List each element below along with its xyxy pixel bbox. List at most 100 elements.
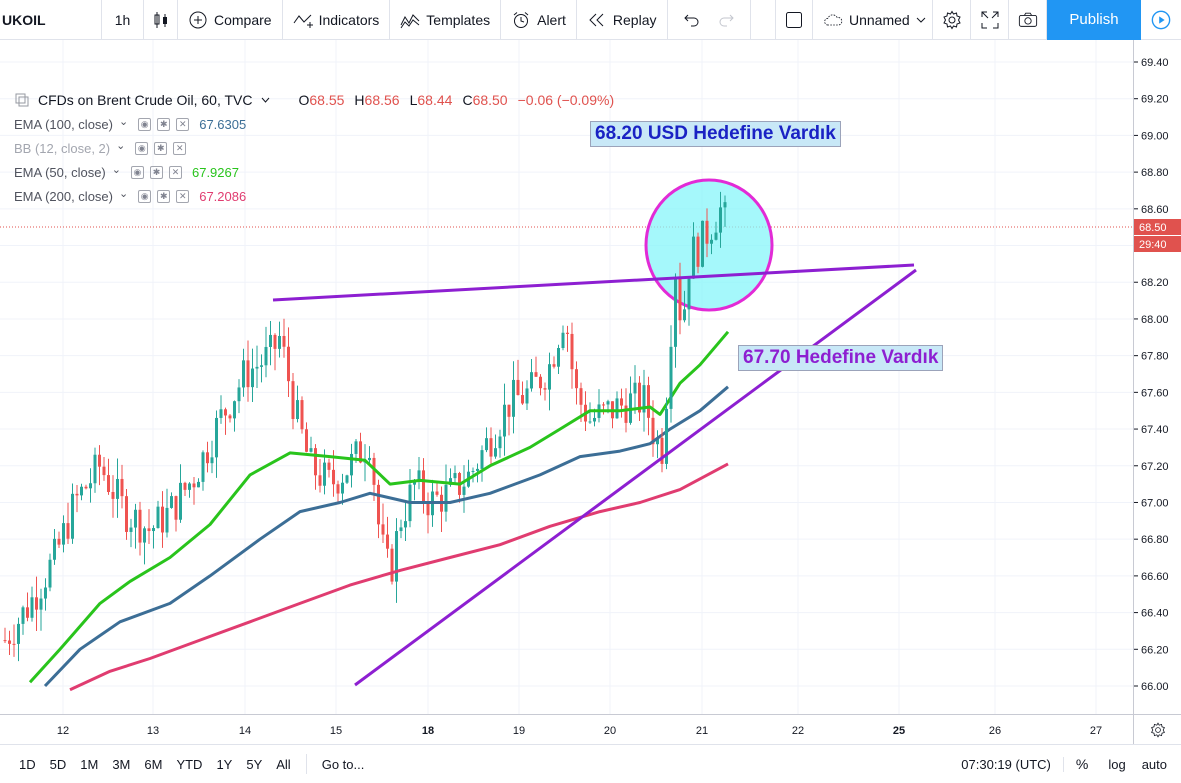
candle [381, 503, 385, 543]
redo-icon[interactable] [716, 10, 736, 30]
candle [282, 318, 286, 358]
gear-icon[interactable]: ✱ [157, 189, 171, 203]
price-scale[interactable]: 69.4069.2069.0068.8068.6068.4068.2068.00… [1133, 40, 1181, 714]
price-tick-label: 68.20 [1141, 277, 1169, 289]
candle [215, 410, 218, 478]
chart-style-button[interactable] [144, 0, 178, 40]
indicator-legend-row[interactable]: BB (12, close, 2) ⌄ ◉ ✱ ✕ [14, 136, 614, 160]
ema-50-line[interactable] [28, 330, 730, 684]
candle [462, 465, 466, 513]
range-button-6m[interactable]: 6M [144, 756, 163, 772]
candle [35, 576, 38, 632]
eye-icon[interactable]: ◉ [135, 141, 149, 155]
close-icon[interactable]: ✕ [168, 165, 182, 179]
range-button-5y[interactable]: 5Y [246, 756, 263, 772]
range-button-5d[interactable]: 5D [49, 756, 67, 772]
indicator-value: 67.9267 [191, 164, 239, 180]
candle [516, 359, 520, 396]
legend-title[interactable]: CFDs on Brent Crude Oil, 60, TVC [38, 92, 253, 108]
close-icon[interactable]: ✕ [176, 189, 190, 203]
price-tick-label: 66.80 [1141, 534, 1169, 546]
indicators-button[interactable]: Indicators [283, 0, 391, 40]
fullscreen-button[interactable] [971, 0, 1009, 40]
symbol-label: UKOIL [2, 11, 46, 28]
eye-icon[interactable]: ◉ [130, 165, 144, 179]
alert-button[interactable]: Alert [501, 0, 577, 40]
indicator-label: EMA (100, close) [14, 116, 113, 132]
settings-button[interactable] [933, 0, 971, 40]
percent-toggle[interactable]: % [1064, 756, 1100, 772]
indicator-legend-row[interactable]: EMA (100, close) ⌄ ◉ ✱ ✕ 67.6305 [14, 112, 614, 136]
candle [156, 500, 160, 529]
log-toggle[interactable]: log [1100, 757, 1133, 772]
auto-toggle[interactable]: auto [1134, 757, 1181, 772]
templates-button[interactable]: Templates [390, 0, 502, 40]
annotation-top[interactable]: 68.20 USD Hedefine Vardık [590, 121, 841, 147]
symbol-search[interactable]: UKOIL [0, 0, 102, 40]
indicator-legend-row[interactable]: EMA (200, close) ⌄ ◉ ✱ ✕ 67.2086 [14, 184, 614, 208]
undo-icon[interactable] [682, 10, 702, 30]
range-button-ytd[interactable]: YTD [176, 756, 203, 772]
scale-settings-corner[interactable] [1133, 714, 1181, 744]
range-button-1d[interactable]: 1D [19, 756, 36, 772]
layout-name-button[interactable]: Unnamed [813, 0, 933, 40]
support-trendline[interactable] [354, 268, 917, 687]
candles-icon [151, 10, 171, 30]
highlight-circle[interactable] [644, 178, 774, 312]
chart-canvas[interactable] [0, 40, 1133, 714]
resistance-trendline[interactable] [272, 263, 915, 302]
candle [98, 445, 101, 486]
interval-button[interactable]: 1h [102, 0, 144, 40]
goto-button[interactable]: Go to... [315, 757, 372, 772]
time-scale[interactable]: 12 13 14 15 18 19 20 21 22 25 26 27 [0, 714, 1133, 744]
ema-100-line[interactable] [43, 385, 729, 688]
candle [525, 380, 529, 411]
eye-icon[interactable]: ◉ [138, 189, 152, 203]
candle [125, 489, 128, 540]
candle [552, 356, 556, 369]
chevron-down-icon[interactable]: ⌄ [119, 115, 129, 128]
snapshot-button[interactable] [1009, 0, 1047, 40]
chart-pane[interactable]: CFDs on Brent Crude Oil, 60, TVC O68.55 … [0, 40, 1133, 714]
gear-icon[interactable]: ✱ [157, 117, 171, 131]
close-icon[interactable]: ✕ [173, 141, 187, 155]
alarm-clock-icon [511, 10, 531, 30]
publish-button[interactable]: Publish [1047, 0, 1141, 40]
fullscreen-layout-button[interactable] [775, 0, 813, 40]
gear-icon[interactable]: ✱ [149, 165, 163, 179]
replay-button[interactable]: Replay [577, 0, 668, 40]
candle [705, 208, 709, 258]
candle [404, 500, 407, 542]
compare-label: Compare [214, 11, 272, 28]
candle [111, 475, 115, 518]
chevron-down-icon[interactable]: ⌄ [111, 163, 121, 176]
candle [638, 376, 641, 421]
price-tick-label: 66.20 [1141, 644, 1169, 656]
chevron-down-icon[interactable]: ⌄ [116, 139, 126, 152]
chevron-down-icon[interactable]: ⌄ [119, 187, 129, 200]
price-tick-label: 67.20 [1141, 461, 1169, 473]
range-button-1y[interactable]: 1Y [216, 756, 233, 772]
interval-label: 1h [114, 11, 131, 28]
annotation-mid[interactable]: 67.70 Hedefine Vardık [738, 345, 944, 371]
range-button-3m[interactable]: 3M [112, 756, 131, 772]
gear-icon[interactable]: ✱ [154, 141, 168, 155]
range-button-1m[interactable]: 1M [80, 756, 99, 772]
range-button-all[interactable]: All [276, 756, 291, 772]
candle [660, 428, 664, 473]
chevron-down-icon[interactable] [260, 90, 270, 110]
price-tick-label: 69.00 [1141, 130, 1169, 142]
time-tick-label: 19 [513, 725, 525, 737]
eye-icon[interactable]: ◉ [138, 117, 152, 131]
ema-200-line[interactable] [69, 462, 729, 692]
candle [570, 322, 574, 389]
indicator-legend-row[interactable]: EMA (50, close) ⌄ ◉ ✱ ✕ 67.9267 [14, 160, 614, 184]
time-tick-label: 15 [330, 725, 342, 737]
candle [426, 492, 430, 534]
candle [683, 290, 686, 323]
compare-button[interactable]: Compare [178, 0, 283, 40]
close-icon[interactable]: ✕ [176, 117, 190, 131]
candle [665, 397, 668, 470]
play-button[interactable] [1141, 0, 1181, 40]
clock[interactable]: 07:30:19 (UTC) [954, 756, 1064, 772]
